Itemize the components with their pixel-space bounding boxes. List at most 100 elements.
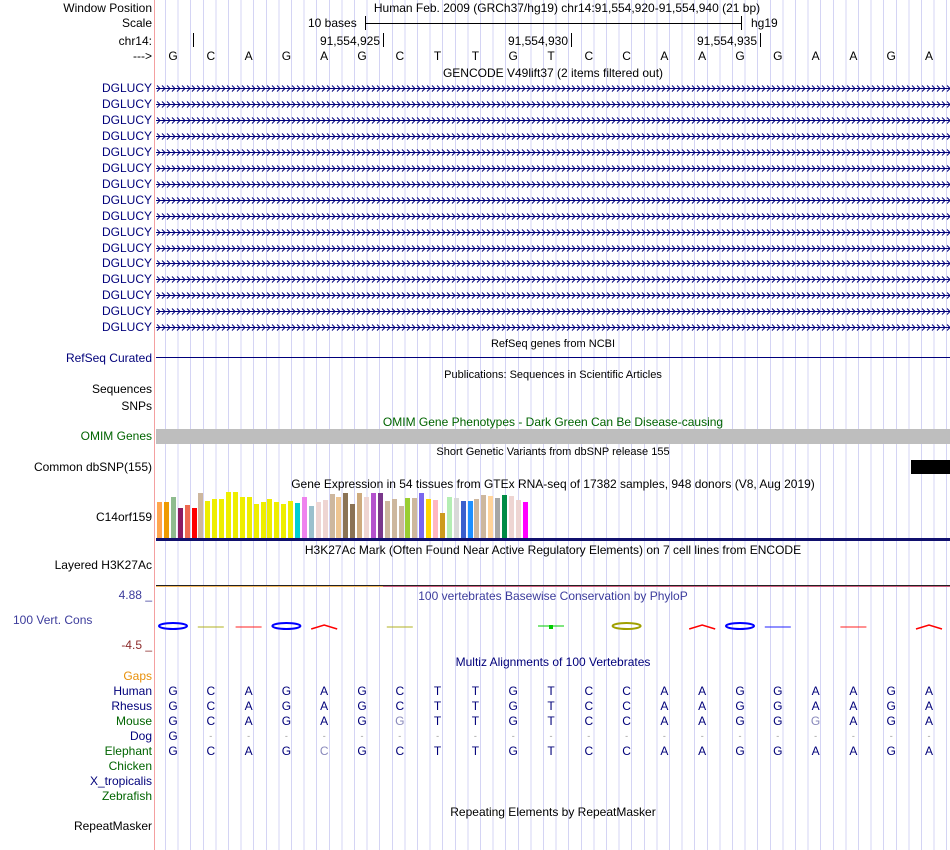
species-label[interactable]: Chicken (108, 759, 152, 773)
gtex-tissue-bar[interactable] (488, 495, 494, 538)
gencode-transcript-label[interactable]: DGLUCY (101, 176, 152, 191)
gtex-tissue-bar[interactable] (329, 493, 335, 538)
gencode-transcript-label[interactable]: DGLUCY (101, 128, 152, 143)
multiz-gaps-label[interactable]: Gaps (123, 669, 152, 683)
gtex-tissue-bar[interactable] (191, 508, 197, 538)
dbsnp-variant[interactable] (911, 460, 950, 474)
gencode-transcript-arrows[interactable] (156, 243, 950, 253)
species-label[interactable]: Dog (129, 729, 152, 743)
gencode-transcript-arrows[interactable] (156, 211, 950, 221)
gtex-tissue-bar[interactable] (288, 500, 294, 538)
gencode-transcript-label[interactable]: DGLUCY (101, 192, 152, 207)
gtex-tissue-bar[interactable] (439, 513, 445, 538)
gencode-transcript-arrows[interactable] (156, 275, 950, 285)
omim-label[interactable]: OMIM Genes (80, 429, 152, 443)
gencode-transcript-label[interactable]: DGLUCY (101, 224, 152, 239)
gencode-transcript-label[interactable]: DGLUCY (101, 288, 152, 303)
repeatmasker-label[interactable]: RepeatMasker (73, 819, 152, 833)
species-label[interactable]: Rhesus (111, 699, 152, 713)
gencode-transcript-label[interactable]: DGLUCY (101, 304, 152, 319)
gtex-tissue-bar[interactable] (398, 506, 404, 538)
gtex-tissue-bar[interactable] (301, 496, 307, 538)
gtex-tissue-bar[interactable] (405, 497, 411, 538)
gencode-transcript-arrows[interactable] (156, 323, 950, 333)
gencode-transcript-label[interactable]: DGLUCY (101, 320, 152, 335)
gencode-transcript-arrows[interactable] (156, 227, 950, 237)
gtex-tissue-bar[interactable] (357, 492, 363, 538)
gtex-tissue-bar[interactable] (350, 504, 356, 538)
gencode-transcript-label[interactable]: DGLUCY (101, 112, 152, 127)
gtex-tissue-bar[interactable] (226, 491, 231, 538)
gtex-tissue-bar[interactable] (253, 504, 259, 538)
gtex-tissue-bar[interactable] (377, 492, 383, 538)
gencode-transcript-arrows[interactable] (156, 291, 950, 301)
gencode-transcript-label[interactable]: DGLUCY (101, 160, 152, 175)
gtex-tissue-bar[interactable] (308, 506, 314, 538)
gtex-tissue-bar[interactable] (515, 499, 521, 538)
gtex-tissue-bar[interactable] (453, 497, 459, 538)
gtex-tissue-bar[interactable] (163, 502, 169, 538)
gtex-tissue-bar[interactable] (522, 502, 528, 538)
h3k27ac-label[interactable]: Layered H3K27Ac (54, 558, 152, 572)
gtex-tissue-bar[interactable] (419, 492, 425, 538)
gtex-tissue-bar[interactable] (370, 492, 376, 538)
gencode-transcript-arrows[interactable] (156, 259, 950, 269)
gtex-tissue-bar[interactable] (322, 499, 328, 538)
gtex-tissue-bar[interactable] (219, 498, 225, 538)
gtex-tissue-bar[interactable] (232, 491, 238, 538)
gtex-tissue-bar[interactable] (336, 496, 342, 538)
dbsnp-label[interactable]: Common dbSNP(155) (33, 460, 152, 474)
refseq-label[interactable]: RefSeq Curated (65, 351, 152, 365)
gtex-tissue-bar[interactable] (460, 500, 466, 538)
gtex-tissue-bar[interactable] (184, 505, 190, 538)
gtex-tissue-bar[interactable] (157, 502, 162, 538)
gencode-transcript-label[interactable]: DGLUCY (101, 208, 152, 223)
gtex-tissue-bar[interactable] (281, 504, 287, 538)
gtex-tissue-bar[interactable] (246, 496, 252, 538)
publications-label-sequences[interactable]: Sequences (91, 382, 152, 396)
gencode-transcript-label[interactable]: DGLUCY (101, 96, 152, 111)
gtex-tissue-bar[interactable] (205, 500, 211, 538)
gtex-tissue-bar[interactable] (495, 497, 501, 538)
gencode-transcript-label[interactable]: DGLUCY (101, 144, 152, 159)
gencode-transcript-arrows[interactable] (156, 84, 950, 93)
gtex-label[interactable]: C14orf159 (95, 510, 152, 524)
gtex-tissue-bar[interactable] (364, 496, 369, 538)
gtex-tissue-bar[interactable] (315, 502, 321, 538)
gencode-transcript-arrows[interactable] (156, 115, 950, 125)
gencode-transcript-label[interactable]: DGLUCY (101, 272, 152, 287)
gtex-tissue-bar[interactable] (274, 502, 280, 538)
gtex-tissue-bar[interactable] (267, 498, 273, 538)
gtex-tissue-bar[interactable] (198, 492, 204, 538)
gtex-tissue-bar[interactable] (239, 496, 245, 538)
omim-gene-bar[interactable] (156, 429, 950, 444)
species-label[interactable]: Elephant (104, 744, 152, 758)
gtex-tissue-bar[interactable] (295, 503, 300, 538)
gtex-tissue-bar[interactable] (391, 498, 397, 538)
gtex-tissue-bar[interactable] (433, 499, 438, 538)
gtex-tissue-bar[interactable] (502, 494, 507, 538)
gencode-transcript-arrows[interactable] (156, 195, 950, 205)
gencode-transcript-arrows[interactable] (156, 163, 950, 173)
gtex-tissue-bar[interactable] (426, 498, 432, 538)
gtex-tissue-bar[interactable] (446, 496, 452, 538)
gencode-transcript-arrows[interactable] (156, 307, 950, 317)
gtex-tissue-bar[interactable] (212, 498, 218, 538)
gtex-tissue-bar[interactable] (467, 500, 473, 538)
gencode-transcript-label[interactable]: DGLUCY (101, 256, 152, 271)
species-label[interactable]: Mouse (115, 714, 152, 728)
gtex-tissue-bar[interactable] (508, 495, 514, 538)
gtex-tissue-bar[interactable] (384, 500, 390, 538)
species-label[interactable]: Zebrafish (101, 789, 152, 803)
gencode-transcript-arrows[interactable] (156, 179, 950, 189)
gencode-transcript-arrows[interactable] (156, 147, 950, 157)
gtex-tissue-bar[interactable] (260, 502, 266, 538)
gtex-tissue-bar[interactable] (170, 496, 176, 538)
gtex-tissue-bar[interactable] (474, 498, 480, 538)
gencode-transcript-arrows[interactable] (156, 99, 950, 109)
gtex-tissue-bar[interactable] (177, 508, 183, 538)
gencode-transcript-label[interactable]: DGLUCY (101, 81, 152, 95)
phylop-label[interactable]: 100 Vert. Cons (13, 613, 93, 627)
refseq-gene-line[interactable] (156, 357, 950, 358)
species-label[interactable]: X_tropicalis (89, 774, 152, 788)
